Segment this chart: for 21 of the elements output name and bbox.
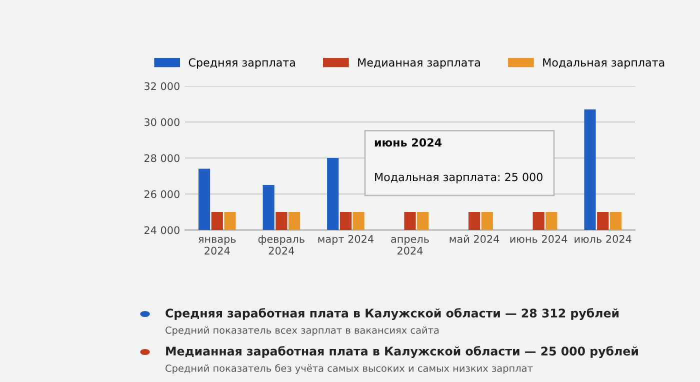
y-tick-label: 28 000 (144, 154, 180, 162)
x-tick-label: апрель 2024 (391, 236, 429, 255)
x-tick-label: январь 2024 (198, 236, 236, 255)
text: Средний показатель без учёта самых высоких и самых низких зарплат (166, 364, 533, 374)
legend-label: Средняя зарплата (188, 58, 295, 69)
y-tick-label: 32 000 (144, 82, 180, 90)
x-tick-label: май 2024 (450, 234, 500, 243)
y-tick-label: 26 000 (144, 190, 180, 198)
annotation: Модальная зарплата: 25 000 (375, 172, 542, 184)
y-tick-label: 24 000 (144, 226, 180, 234)
legend-label: Медианная зарплата (358, 58, 480, 69)
x-tick-label: июнь 2024 (510, 235, 568, 243)
annotation: июнь 2024 (374, 138, 442, 147)
text: Медианная заработная плата в Калужской области — 25 000 рублей (166, 346, 638, 358)
x-tick-label: февраль 2024 (258, 235, 304, 255)
y-tick-label: 30 000 (144, 118, 180, 126)
text: Средний показатель всех зарплат в вакансиях сайта (166, 326, 439, 336)
x-tick-label: март 2024 (318, 235, 374, 245)
x-tick-label: июль 2024 (574, 235, 632, 243)
legend-label: Модальная зарплата (543, 58, 664, 69)
text: Средняя заработная плата в Калужской области — 28 312 рублей (166, 308, 619, 320)
